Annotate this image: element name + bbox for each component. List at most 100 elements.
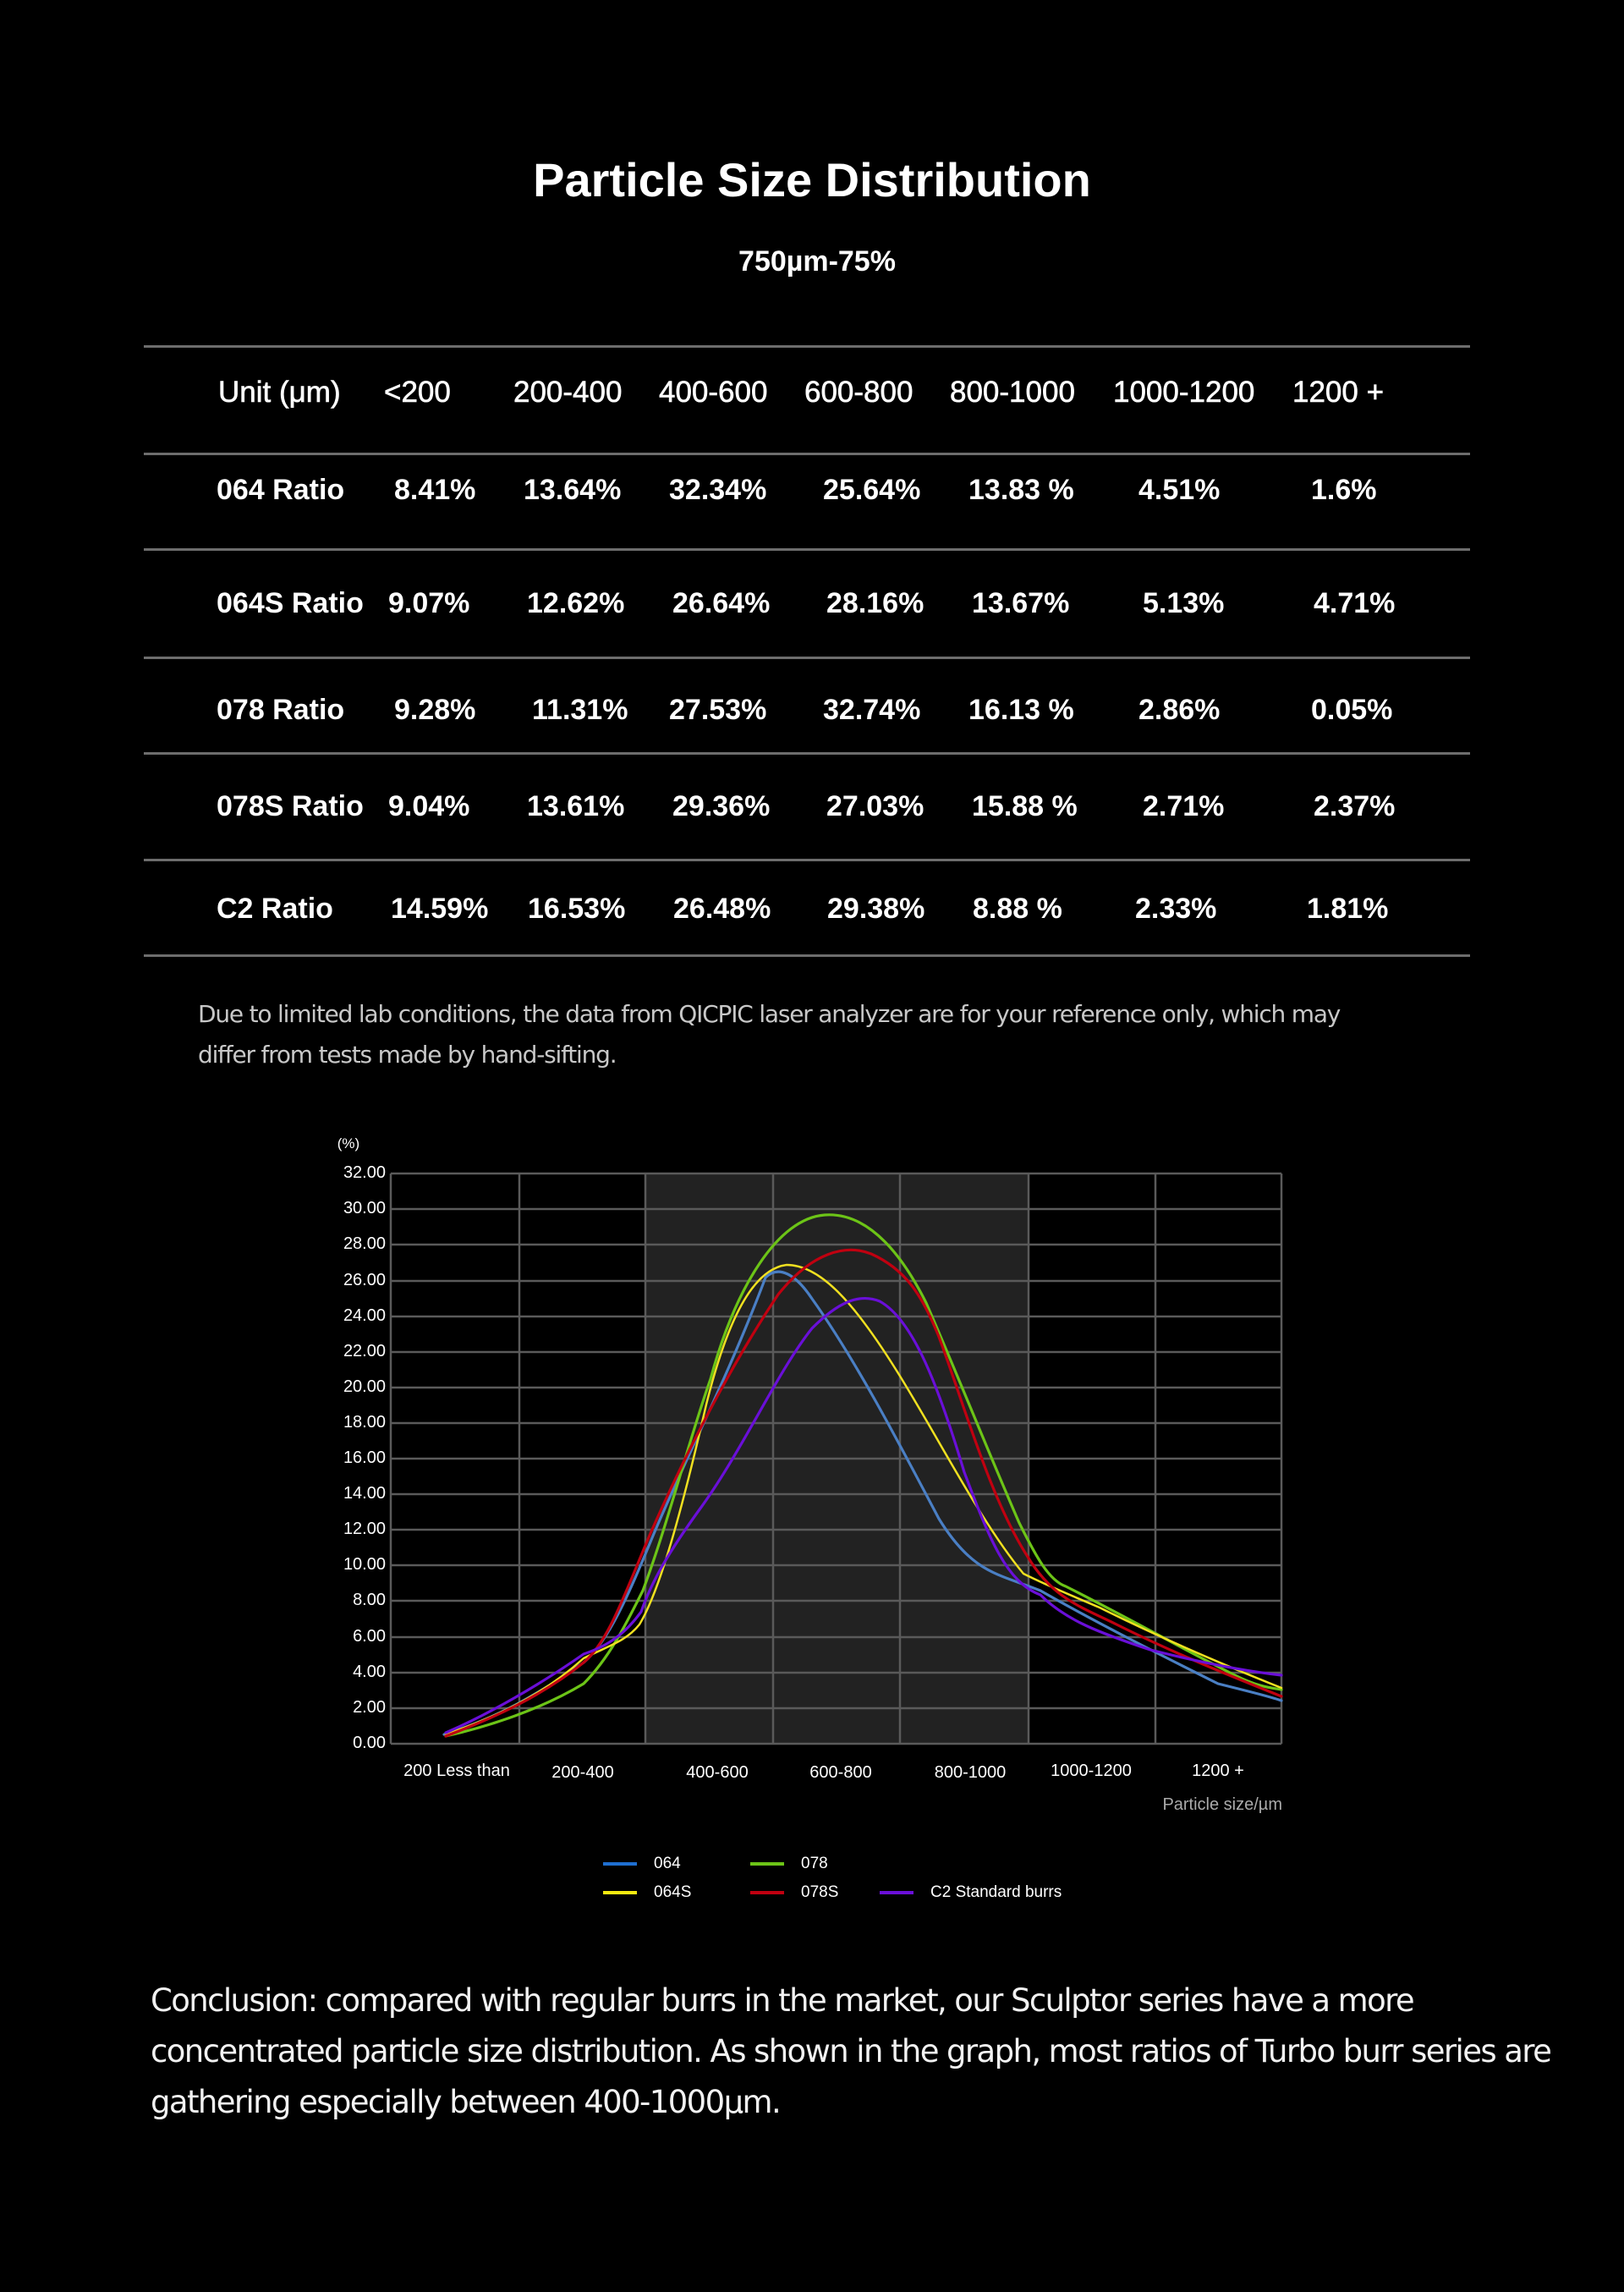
legend-swatch-icon: [603, 1862, 637, 1866]
table-cell: 29.36%: [672, 790, 771, 822]
page-title: Particle Size Distribution: [533, 153, 1091, 206]
legend-swatch-icon: [880, 1891, 914, 1894]
column-header: Unit (μm): [218, 376, 341, 409]
series-c2-line: [444, 1297, 1283, 1734]
row-label: 078S Ratio: [217, 790, 364, 822]
series-064-line: [442, 1270, 1283, 1736]
grid-lines: [389, 1172, 1283, 1745]
legend-item-064: 064: [603, 1855, 681, 1873]
legend-swatch-icon: [603, 1891, 637, 1894]
table-cell: 0.05%: [1311, 694, 1393, 726]
table-cell: 2.37%: [1314, 790, 1396, 822]
table-cell: 13.83 %: [968, 474, 1074, 506]
table-cell: 13.64%: [524, 474, 622, 506]
table-cell: 25.64%: [823, 474, 921, 506]
y-tick: 4.00: [353, 1663, 386, 1681]
legend-swatch-icon: [750, 1891, 784, 1894]
table-cell: 13.67%: [972, 587, 1070, 619]
y-tick: 14.00: [343, 1484, 386, 1503]
legend-label: 064S: [654, 1883, 692, 1901]
table-cell: 11.31%: [532, 694, 628, 726]
column-header: 800-1000: [950, 376, 1076, 409]
table-cell: 9.04%: [388, 790, 470, 822]
y-tick: 16.00: [343, 1448, 386, 1467]
table-divider: [144, 657, 1470, 659]
table-cell: 4.51%: [1138, 474, 1221, 506]
table-divider: [144, 859, 1470, 861]
table-cell: 16.13 %: [968, 694, 1074, 726]
table-cell: 28.16%: [826, 587, 924, 619]
y-tick: 18.00: [343, 1413, 386, 1432]
highlight-region: [645, 1173, 1029, 1744]
column-header: <200: [384, 376, 451, 409]
table-row: 078S Ratio 9.04% 13.61% 29.36% 27.03% 15…: [0, 790, 1624, 841]
conclusion-text: Conclusion: compared with regular burrs …: [151, 1982, 1552, 2120]
y-tick: 12.00: [343, 1520, 386, 1538]
series-078-line: [444, 1213, 1283, 1738]
table-row: C2 Ratio 14.59% 16.53% 26.48% 29.38% 8.8…: [0, 893, 1624, 943]
x-tick: 800-1000: [934, 1763, 1007, 1782]
table-cell: 1.6%: [1311, 474, 1377, 506]
legend-item-c2: C2 Standard burrs: [880, 1883, 1062, 1902]
table-row: 064S Ratio 9.07% 12.62% 26.64% 28.16% 13…: [0, 587, 1624, 638]
table-cell: 2.71%: [1143, 790, 1225, 822]
legend-item-064S: 064S: [603, 1883, 691, 1902]
series-078S-line: [444, 1248, 1283, 1738]
x-tick: 1200 +: [1192, 1762, 1244, 1780]
y-tick: 10.00: [343, 1555, 386, 1574]
x-axis-label: Particle size/µm: [1162, 1795, 1282, 1814]
table-divider: [144, 345, 1470, 348]
y-tick: 22.00: [343, 1342, 386, 1360]
row-label: C2 Ratio: [217, 893, 333, 925]
table-cell: 26.48%: [673, 893, 771, 925]
legend-label: 064: [654, 1855, 681, 1872]
y-tick: 30.00: [343, 1199, 386, 1217]
table-header-row: Unit (μm) <200 200-400 400-600 600-800 8…: [0, 376, 1624, 426]
legend-label: C2 Standard burrs: [930, 1883, 1062, 1901]
table-divider: [144, 752, 1470, 755]
table-cell: 14.59%: [391, 893, 489, 925]
x-tick: 600-800: [809, 1763, 872, 1782]
legend-item-078S: 078S: [750, 1883, 838, 1902]
table-cell: 4.71%: [1314, 587, 1396, 619]
table-cell: 8.88 %: [973, 893, 1062, 925]
table-cell: 32.34%: [669, 474, 767, 506]
table-row: 064 Ratio 8.41% 13.64% 32.34% 25.64% 13.…: [0, 474, 1624, 525]
row-label: 078 Ratio: [217, 694, 345, 726]
x-tick: 200 Less than: [403, 1762, 510, 1780]
table-cell: 13.61%: [527, 790, 625, 822]
series-064S-line: [444, 1263, 1283, 1736]
table-cell: 9.28%: [394, 694, 476, 726]
column-header: 200-400: [513, 376, 623, 409]
legend-label: 078S: [801, 1883, 839, 1901]
y-tick: 8.00: [353, 1591, 386, 1609]
table-divider: [144, 548, 1470, 551]
table-cell: 8.41%: [394, 474, 476, 506]
column-header: 1000-1200: [1113, 376, 1255, 409]
column-header: 600-800: [804, 376, 914, 409]
table-cell: 2.86%: [1138, 694, 1221, 726]
table-cell: 15.88 %: [972, 790, 1078, 822]
disclaimer-note: Due to limited lab conditions, the data …: [198, 1000, 1341, 1069]
column-header: 1200 +: [1292, 376, 1385, 409]
table-cell: 26.64%: [672, 587, 771, 619]
table-cell: 27.53%: [669, 694, 767, 726]
y-tick: 20.00: [343, 1377, 386, 1396]
table-cell: 12.62%: [527, 587, 625, 619]
table-cell: 5.13%: [1143, 587, 1225, 619]
y-tick: 2.00: [353, 1698, 386, 1717]
y-tick: 28.00: [343, 1234, 386, 1253]
y-axis-unit: (%): [337, 1135, 360, 1151]
page-subtitle: 750µm-75%: [738, 245, 896, 278]
table-cell: 16.53%: [528, 893, 626, 925]
table-cell: 9.07%: [388, 587, 470, 619]
y-tick: 0.00: [353, 1734, 386, 1752]
y-tick: 6.00: [353, 1627, 386, 1646]
y-tick: 24.00: [343, 1306, 386, 1325]
legend-label: 078: [801, 1855, 828, 1872]
y-tick: 26.00: [343, 1271, 386, 1289]
row-label: 064S Ratio: [217, 587, 364, 619]
table-cell: 29.38%: [827, 893, 925, 925]
